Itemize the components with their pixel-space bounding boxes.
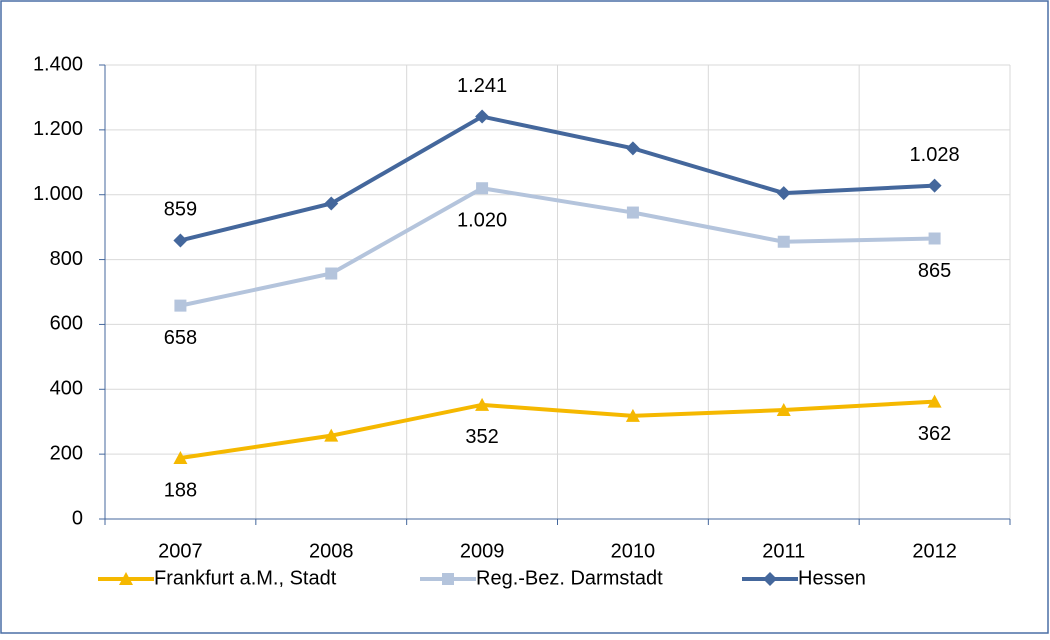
x-tick-label: 2007 [158, 540, 203, 562]
x-tick-label: 2012 [912, 540, 957, 562]
point-marker [776, 403, 791, 417]
value-label: 859 [164, 199, 197, 221]
value-label: 865 [918, 260, 951, 282]
value-label: 658 [164, 327, 197, 349]
point-marker [927, 178, 942, 193]
point-marker [324, 428, 339, 442]
value-label: 362 [918, 423, 951, 445]
y-tick-label: 1.400 [33, 53, 83, 75]
point-marker [173, 451, 188, 465]
y-tick-label: 1.200 [33, 118, 83, 140]
legend-label: Hessen [798, 567, 866, 589]
value-label: 188 [164, 479, 197, 501]
x-tick-label: 2008 [309, 540, 354, 562]
point-marker [928, 232, 941, 245]
x-tick-label: 2010 [611, 540, 656, 562]
y-tick-label: 600 [50, 313, 83, 335]
legend-marker [763, 572, 777, 586]
legend-marker [442, 573, 454, 585]
value-label: 1.020 [457, 210, 507, 232]
value-label: 352 [465, 426, 498, 448]
legend-marker [119, 572, 133, 585]
point-marker [625, 141, 640, 156]
y-tick-label: 200 [50, 442, 83, 464]
series-line [180, 186, 935, 308]
legend-label: Frankfurt a.M., Stadt [154, 567, 337, 589]
point-marker [626, 206, 639, 219]
series-line [180, 399, 935, 461]
point-marker [776, 186, 791, 201]
point-marker [777, 235, 790, 248]
legend-label: Reg.-Bez. Darmstadt [476, 567, 663, 589]
value-label: 1.028 [910, 144, 960, 166]
point-marker [174, 299, 187, 312]
y-tick-label: 800 [50, 248, 83, 270]
point-marker [476, 182, 489, 195]
point-marker [475, 109, 490, 124]
point-marker [927, 394, 942, 408]
y-tick-label: 0 [72, 507, 83, 529]
point-marker [173, 233, 188, 248]
point-marker [625, 408, 640, 422]
series-line [179, 114, 935, 243]
x-tick-label: 2011 [762, 540, 805, 562]
point-marker [325, 267, 338, 280]
point-marker [475, 397, 490, 411]
y-tick-label: 400 [50, 378, 83, 400]
point-marker [324, 196, 339, 211]
y-tick-label: 1.000 [33, 183, 83, 205]
value-label: 1.241 [457, 75, 507, 97]
x-tick-label: 2009 [460, 540, 505, 562]
